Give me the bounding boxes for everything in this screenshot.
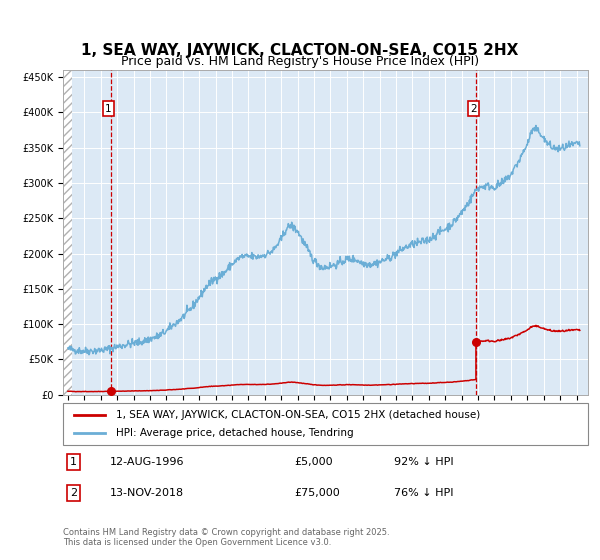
Text: Contains HM Land Registry data © Crown copyright and database right 2025.
This d: Contains HM Land Registry data © Crown c…: [63, 528, 389, 547]
Text: £5,000: £5,000: [294, 457, 332, 467]
Text: 2: 2: [70, 488, 77, 498]
Text: 1, SEA WAY, JAYWICK, CLACTON-ON-SEA, CO15 2HX (detached house): 1, SEA WAY, JAYWICK, CLACTON-ON-SEA, CO1…: [115, 410, 480, 420]
Text: 12-AUG-1996: 12-AUG-1996: [110, 457, 185, 467]
Text: 1: 1: [105, 104, 112, 114]
Polygon shape: [63, 70, 72, 395]
Text: 92% ↓ HPI: 92% ↓ HPI: [394, 457, 454, 467]
Text: Price paid vs. HM Land Registry's House Price Index (HPI): Price paid vs. HM Land Registry's House …: [121, 54, 479, 68]
FancyBboxPatch shape: [63, 403, 588, 445]
Text: 1: 1: [70, 457, 77, 467]
Text: 2: 2: [470, 104, 477, 114]
Text: HPI: Average price, detached house, Tendring: HPI: Average price, detached house, Tend…: [115, 428, 353, 438]
Text: 13-NOV-2018: 13-NOV-2018: [110, 488, 184, 498]
Text: 1, SEA WAY, JAYWICK, CLACTON-ON-SEA, CO15 2HX: 1, SEA WAY, JAYWICK, CLACTON-ON-SEA, CO1…: [82, 43, 518, 58]
Text: 76% ↓ HPI: 76% ↓ HPI: [394, 488, 453, 498]
Text: £75,000: £75,000: [294, 488, 340, 498]
